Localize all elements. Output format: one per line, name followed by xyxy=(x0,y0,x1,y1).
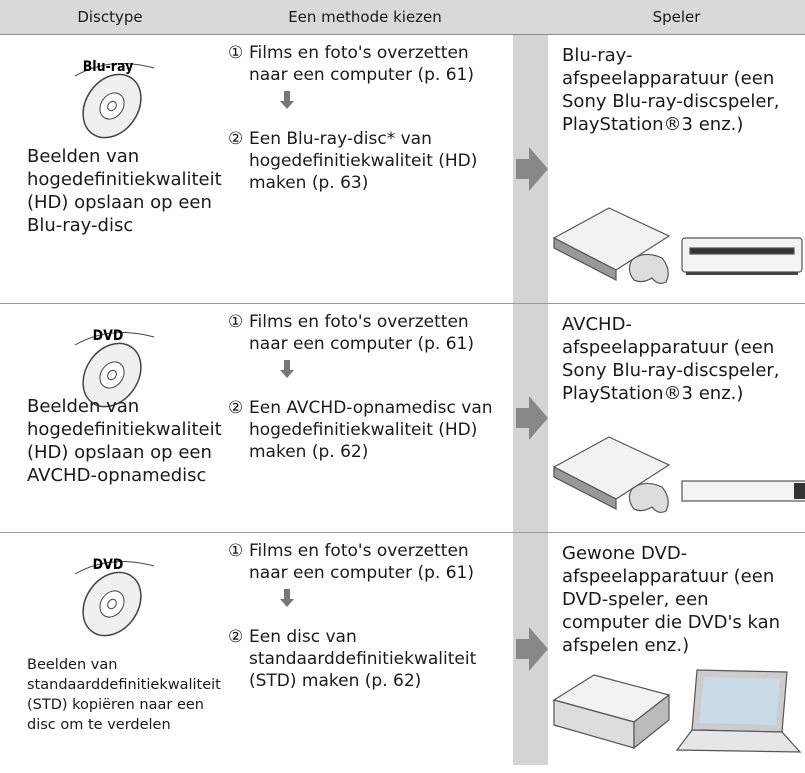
player-box xyxy=(681,237,803,273)
step-text: Films en foto's overzetten naar een comp… xyxy=(249,541,474,583)
device-image xyxy=(552,436,805,513)
step-marker: ① xyxy=(228,43,244,63)
step-text: Films en foto's overzetten naar een comp… xyxy=(249,312,474,354)
down-arrow xyxy=(280,91,294,109)
player-side xyxy=(633,693,670,750)
disc-description: Beelden van hogedefinitiekwaliteit (HD) … xyxy=(27,146,222,236)
controller xyxy=(628,253,669,284)
step-marker: ① xyxy=(228,312,244,332)
step-marker: ② xyxy=(228,129,244,149)
player-description: Gewone DVD-afspeelapparatuur (een DVD-sp… xyxy=(562,543,781,656)
step-marker: ① xyxy=(228,541,244,561)
method-step: ② Een Blu-ray-disc* van hogedefinitiekwal… xyxy=(228,128,508,194)
step-text: Een disc van standaarddefinitiekwaliteit… xyxy=(249,627,477,691)
arrow xyxy=(516,146,548,191)
laptop-base xyxy=(675,729,802,753)
row-separator xyxy=(0,532,805,533)
device-image xyxy=(552,207,803,284)
arrow xyxy=(280,360,294,378)
arrow xyxy=(280,91,294,109)
laptop-display xyxy=(699,677,780,725)
step-text: Films en foto's overzetten naar een comp… xyxy=(249,43,474,85)
right-arrow xyxy=(516,395,548,440)
disc-label: DVD xyxy=(93,557,124,573)
method-step: ① Films en foto's overzetten naar een com… xyxy=(228,42,508,86)
header-cell: Een methode kiezen xyxy=(288,8,442,26)
right-arrow xyxy=(516,626,548,671)
disc-hole xyxy=(107,598,117,610)
step-text: Een AVCHD-opnamedisc van hogedefinitiekw… xyxy=(249,398,493,462)
player-panel xyxy=(794,483,805,499)
player-description: AVCHD-afspeelapparatuur (een Sony Blu-ra… xyxy=(562,314,780,404)
disc-hole xyxy=(107,100,117,112)
disc-label-arc xyxy=(74,63,155,77)
disc-hole xyxy=(107,369,117,381)
right-arrow xyxy=(516,146,548,191)
header-cell: Disctype xyxy=(77,8,143,26)
down-arrow xyxy=(280,589,294,607)
player-box xyxy=(681,480,805,502)
disc-icon: DVD xyxy=(74,328,155,408)
player-description: Blu-ray-afspeelapparatuur (een Sony Blu-… xyxy=(562,45,780,135)
step-marker: ② xyxy=(228,398,244,418)
method-step: ① Films en foto's overzetten naar een com… xyxy=(228,311,508,355)
player-slot xyxy=(689,247,795,255)
down-arrow xyxy=(280,360,294,378)
arrow xyxy=(516,626,548,671)
table-header: Disctype Een methode kiezen Speler xyxy=(0,0,805,35)
disc-description: Beelden van hogedefinitiekwaliteit (HD) … xyxy=(27,396,222,486)
disc-label-arc xyxy=(74,561,155,575)
method-step: ② Een disc van standaarddefinitiekwalitei… xyxy=(228,626,508,692)
player-feet xyxy=(686,272,798,275)
header-cell: Speler xyxy=(652,8,701,26)
disc-label-arc xyxy=(74,332,155,346)
disc-label: Blu-ray xyxy=(83,59,134,75)
disc-description: Beelden van standaarddefinitiekwaliteit … xyxy=(27,657,221,733)
method-step: ① Films en foto's overzetten naar een com… xyxy=(228,540,508,584)
disc-icon: Blu-ray xyxy=(74,59,155,139)
step-text: Een Blu-ray-disc* van hogedefinitiekwali… xyxy=(249,129,478,193)
disc-icon: DVD xyxy=(74,557,155,637)
method-step: ② Een AVCHD-opnamedisc van hogedefinitiek… xyxy=(228,397,508,463)
disc-label: DVD xyxy=(93,328,124,344)
device-image xyxy=(552,669,802,753)
console-side xyxy=(553,237,617,281)
row-separator xyxy=(0,303,805,304)
arrow xyxy=(516,395,548,440)
console-side xyxy=(553,466,617,510)
arrow xyxy=(280,589,294,607)
controller xyxy=(628,482,669,513)
step-marker: ② xyxy=(228,627,244,647)
